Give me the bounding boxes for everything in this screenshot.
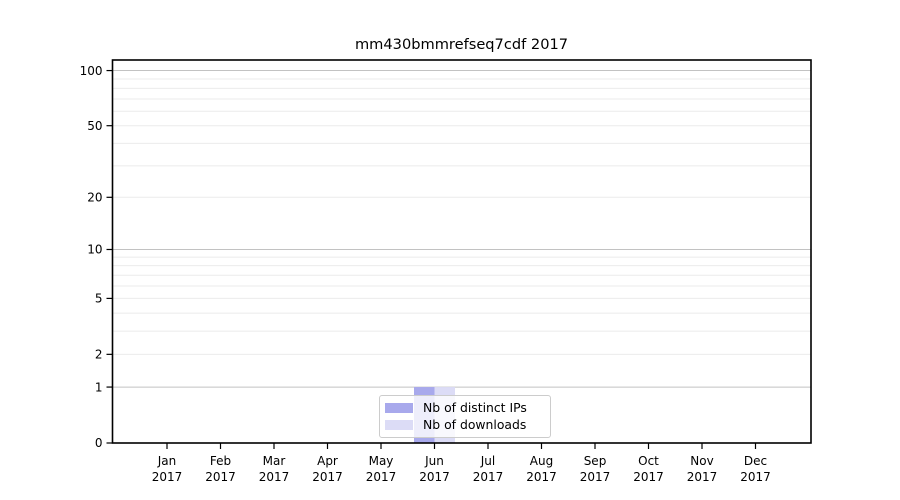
plot-frame <box>111 59 812 444</box>
x-tick-label: Aug <box>530 454 553 468</box>
legend: Nb of distinct IPs Nb of downloads <box>379 395 551 438</box>
x-tick-label: May <box>369 454 394 468</box>
x-tick-label: Oct <box>638 454 659 468</box>
x-tick-year-label: 2017 <box>633 470 664 484</box>
x-tick-year-label: 2017 <box>419 470 450 484</box>
x-tick-year-label: 2017 <box>205 470 236 484</box>
x-tick-label: Nov <box>690 454 713 468</box>
x-tick-label: Jun <box>424 454 444 468</box>
x-tick-label: Feb <box>210 454 231 468</box>
x-tick-year-label: 2017 <box>259 470 290 484</box>
x-tick-label: Jan <box>157 454 177 468</box>
x-tick-label: Sep <box>584 454 607 468</box>
y-tick-label: 10 <box>87 243 102 257</box>
x-tick-label: Jul <box>480 454 495 468</box>
y-tick-label: 2 <box>95 348 103 362</box>
legend-swatch-distinct-ips <box>385 403 413 414</box>
legend-entry: Nb of downloads <box>385 416 544 432</box>
legend-swatch-downloads <box>385 419 413 430</box>
y-tick-label: 100 <box>80 64 103 78</box>
x-tick-label: Mar <box>263 454 286 468</box>
y-tick-label: 50 <box>87 119 102 133</box>
x-tick-year-label: 2017 <box>580 470 611 484</box>
x-tick-year-label: 2017 <box>740 470 771 484</box>
x-tick-label: Apr <box>317 454 338 468</box>
x-tick-year-label: 2017 <box>312 470 343 484</box>
x-tick-label: Dec <box>744 454 767 468</box>
x-tick-year-label: 2017 <box>152 470 183 484</box>
legend-entry: Nb of distinct IPs <box>385 400 544 416</box>
y-tick-label: 5 <box>95 292 103 306</box>
chart-title: mm430bmmrefseq7cdf 2017 <box>354 36 569 53</box>
y-tick-label: 0 <box>95 436 103 450</box>
legend-label: Nb of distinct IPs <box>423 400 527 416</box>
x-tick-year-label: 2017 <box>526 470 557 484</box>
legend-label: Nb of downloads <box>423 416 527 432</box>
y-tick-label: 1 <box>95 380 103 394</box>
x-tick-year-label: 2017 <box>473 470 504 484</box>
x-tick-year-label: 2017 <box>687 470 718 484</box>
x-tick-year-label: 2017 <box>366 470 397 484</box>
y-tick-label: 20 <box>87 191 102 205</box>
